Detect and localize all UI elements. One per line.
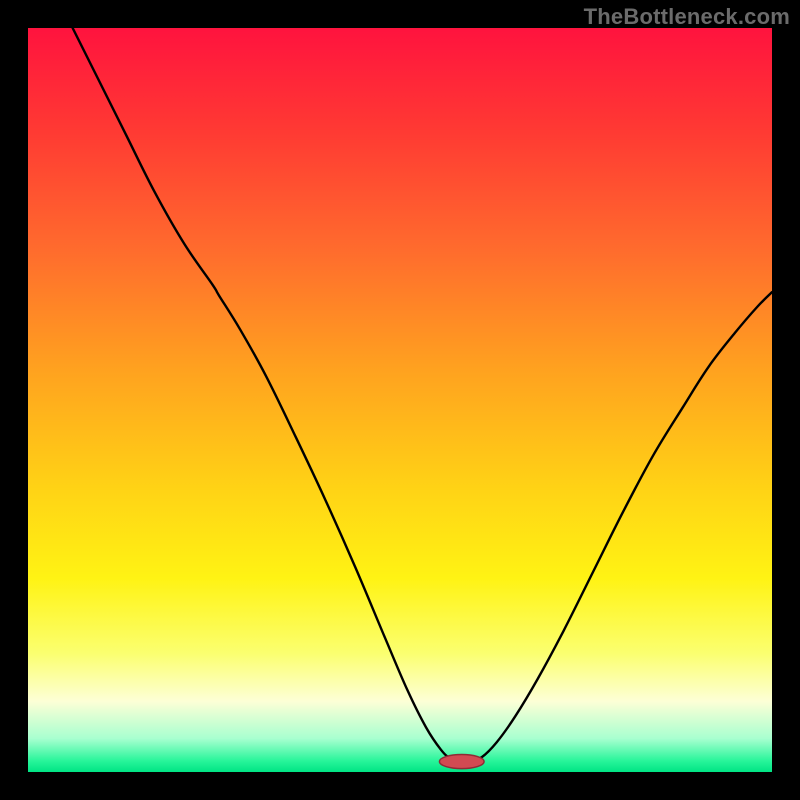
- gradient-background: [28, 28, 772, 772]
- chart-stage: TheBottleneck.com: [0, 0, 800, 800]
- watermark-text: TheBottleneck.com: [584, 4, 790, 30]
- chart-svg: [0, 0, 800, 800]
- min-marker: [439, 755, 484, 769]
- plot-area: [0, 0, 800, 800]
